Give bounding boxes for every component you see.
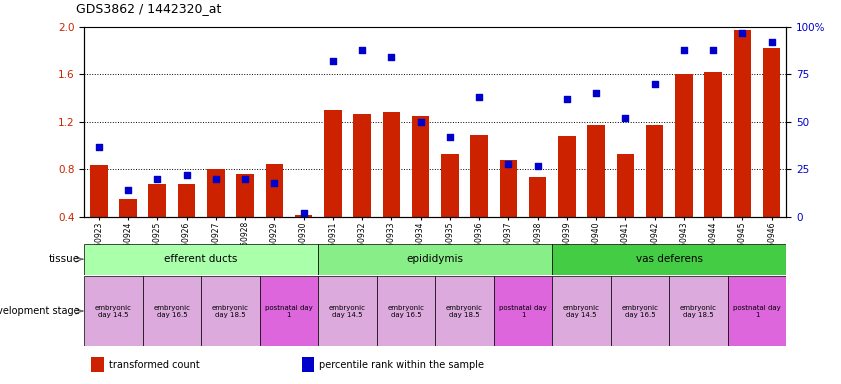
Bar xyxy=(143,276,201,346)
Text: GDS3862 / 1442320_at: GDS3862 / 1442320_at xyxy=(76,2,221,15)
Point xyxy=(238,176,251,182)
Bar xyxy=(436,276,494,346)
Text: embryonic
day 16.5: embryonic day 16.5 xyxy=(388,305,425,318)
Point xyxy=(356,46,369,53)
Text: embryonic
day 18.5: embryonic day 18.5 xyxy=(680,305,717,318)
Bar xyxy=(441,154,458,217)
Text: vas deferens: vas deferens xyxy=(636,254,703,264)
Text: transformed count: transformed count xyxy=(108,360,199,370)
Bar xyxy=(558,136,575,217)
Bar xyxy=(616,154,634,217)
Point xyxy=(531,162,544,169)
Bar xyxy=(353,114,371,217)
Text: embryonic
day 16.5: embryonic day 16.5 xyxy=(153,305,190,318)
Bar xyxy=(84,244,318,275)
Point xyxy=(384,54,398,60)
Point xyxy=(501,161,515,167)
Bar xyxy=(500,160,517,217)
Bar xyxy=(529,177,547,217)
Bar xyxy=(324,110,341,217)
Point xyxy=(326,58,340,64)
Bar xyxy=(236,174,254,217)
Text: embryonic
day 14.5: embryonic day 14.5 xyxy=(95,305,132,318)
Text: embryonic
day 16.5: embryonic day 16.5 xyxy=(621,305,659,318)
Bar xyxy=(675,74,693,217)
Bar xyxy=(377,276,436,346)
Bar xyxy=(266,164,283,217)
Point xyxy=(706,46,720,53)
Bar xyxy=(470,135,488,217)
Point xyxy=(560,96,574,102)
Text: epididymis: epididymis xyxy=(407,254,463,264)
Bar xyxy=(91,357,103,372)
Point xyxy=(765,39,779,45)
Bar xyxy=(646,126,664,217)
Point xyxy=(736,30,749,36)
Bar xyxy=(733,30,751,217)
Bar xyxy=(705,72,722,217)
Bar xyxy=(201,276,260,346)
Point xyxy=(619,115,632,121)
Text: embryonic
day 18.5: embryonic day 18.5 xyxy=(212,305,249,318)
Bar xyxy=(177,184,195,217)
Bar xyxy=(494,276,553,346)
Point xyxy=(590,90,603,96)
Point xyxy=(297,210,310,216)
Bar xyxy=(84,276,143,346)
Bar xyxy=(119,199,137,217)
Bar xyxy=(302,357,315,372)
Bar xyxy=(727,276,786,346)
Point xyxy=(648,81,661,87)
Bar xyxy=(587,126,605,217)
Point xyxy=(677,46,690,53)
Bar xyxy=(763,48,780,217)
Point xyxy=(414,119,427,125)
Bar xyxy=(669,276,727,346)
Bar xyxy=(553,276,611,346)
Bar xyxy=(412,116,430,217)
Point xyxy=(209,176,223,182)
Text: percentile rank within the sample: percentile rank within the sample xyxy=(320,360,484,370)
Text: embryonic
day 18.5: embryonic day 18.5 xyxy=(446,305,483,318)
Bar xyxy=(611,276,669,346)
Text: embryonic
day 14.5: embryonic day 14.5 xyxy=(563,305,600,318)
Bar xyxy=(383,113,400,217)
Text: development stage: development stage xyxy=(0,306,80,316)
Bar xyxy=(553,244,786,275)
Bar xyxy=(149,184,166,217)
Point xyxy=(473,94,486,100)
Bar xyxy=(318,276,377,346)
Point xyxy=(121,187,135,194)
Text: efferent ducts: efferent ducts xyxy=(165,254,238,264)
Text: tissue: tissue xyxy=(49,254,80,264)
Point xyxy=(151,176,164,182)
Point xyxy=(92,144,105,150)
Point xyxy=(267,180,281,186)
Text: postnatal day
1: postnatal day 1 xyxy=(499,305,547,318)
Text: postnatal day
1: postnatal day 1 xyxy=(265,305,313,318)
Bar xyxy=(90,165,108,217)
Point xyxy=(180,172,193,178)
Text: embryonic
day 14.5: embryonic day 14.5 xyxy=(329,305,366,318)
Text: postnatal day
1: postnatal day 1 xyxy=(733,305,781,318)
Bar xyxy=(260,276,318,346)
Bar xyxy=(294,215,312,217)
Bar xyxy=(207,169,225,217)
Bar xyxy=(318,244,553,275)
Point xyxy=(443,134,457,140)
